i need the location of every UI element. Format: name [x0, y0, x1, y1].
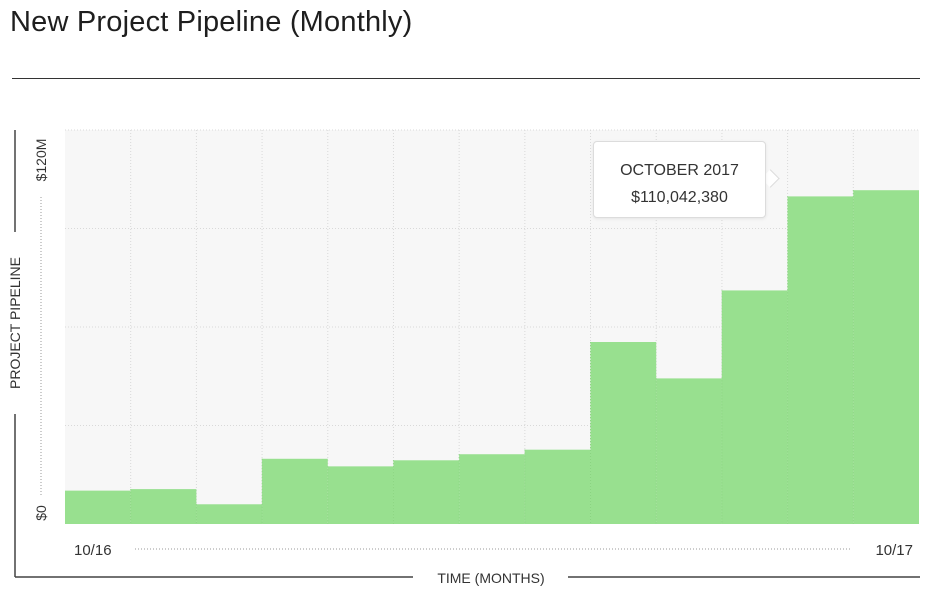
tooltip: OCTOBER 2017 $110,042,380 — [593, 141, 766, 218]
bars — [65, 190, 919, 525]
x-tick-label-end: 10/17 — [875, 542, 913, 559]
bar-10[interactable] — [656, 378, 722, 524]
x-axis-label: TIME (MONTHS) — [437, 570, 544, 586]
bar-4[interactable] — [262, 458, 328, 524]
y-tick-label-min: $0 — [33, 505, 49, 521]
bar-1[interactable] — [65, 490, 131, 524]
y-tick-label-max: $120M — [33, 139, 49, 182]
x-tick-label-start: 10/16 — [74, 542, 112, 559]
bar-12[interactable] — [787, 196, 854, 524]
bar-9[interactable] — [590, 342, 657, 524]
bar-3[interactable] — [196, 504, 263, 524]
bar-13[interactable] — [853, 190, 919, 525]
bar-8[interactable] — [524, 449, 591, 524]
bar-5[interactable] — [327, 466, 394, 524]
bar-2[interactable] — [130, 489, 197, 524]
bar-11[interactable] — [721, 290, 788, 524]
bar-7[interactable] — [459, 454, 525, 524]
bar-6[interactable] — [393, 460, 460, 524]
y-axis-label: PROJECT PIPELINE — [7, 257, 23, 389]
tooltip-title: OCTOBER 2017 — [620, 162, 739, 179]
title-divider — [12, 78, 920, 79]
chart-title: New Project Pipeline (Monthly) — [10, 6, 413, 38]
tooltip-value: $110,042,380 — [631, 189, 728, 206]
